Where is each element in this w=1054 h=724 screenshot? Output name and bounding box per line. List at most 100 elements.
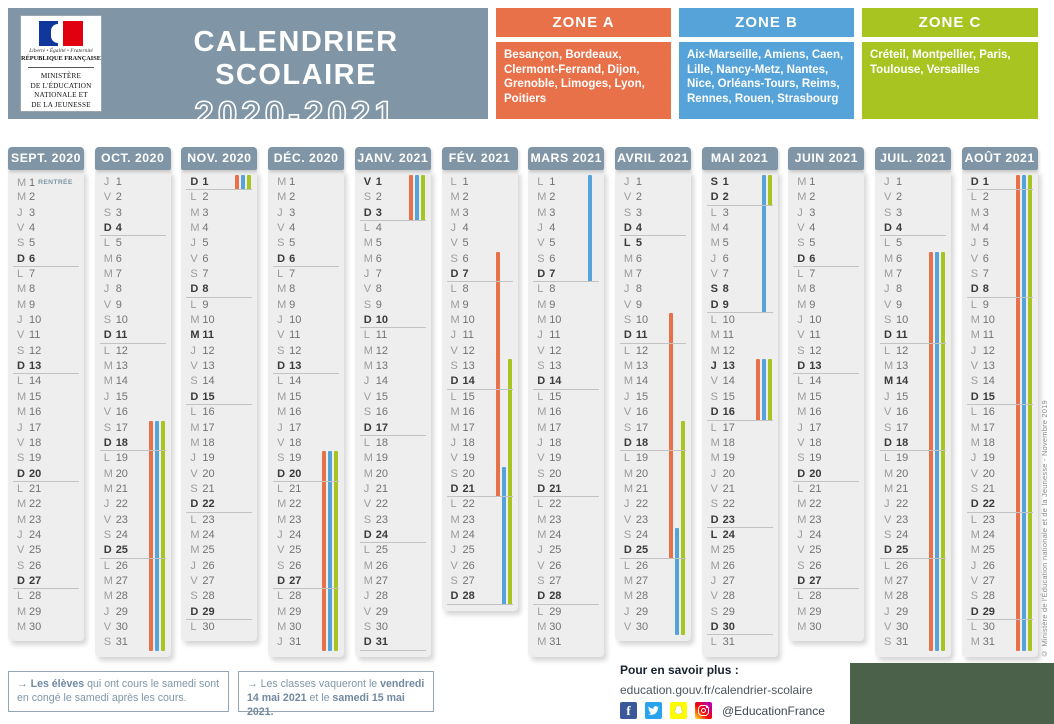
day-row: S 28 (967, 589, 1033, 604)
day-row: M 13 (620, 359, 686, 374)
day-number: 13 (722, 360, 735, 373)
day-letter: M (450, 528, 460, 541)
day-row: D 17 (359, 421, 426, 436)
day-row: S 26 (273, 559, 339, 574)
day-number: 28 (982, 590, 995, 603)
day-letter: D (970, 283, 979, 296)
day-letter: S (970, 268, 979, 281)
day-letter: V (537, 237, 545, 250)
holiday-bar-zone-b (588, 175, 593, 283)
day-letter: L (710, 421, 717, 434)
day-row: V 23 (880, 513, 946, 528)
day-row: D 14 (446, 374, 513, 390)
day-number: 17 (896, 421, 909, 434)
day-number: 6 (549, 252, 556, 265)
month-header: JUIN 2021 (788, 147, 865, 170)
day-letter: S (884, 421, 892, 434)
day-row: S 17 (880, 421, 946, 436)
day-letter: V (537, 344, 545, 357)
day-letter: J (623, 176, 630, 188)
day-row: M 20 (360, 467, 426, 482)
month-header: DÉC. 2020 (268, 147, 345, 170)
day-number: 21 (462, 482, 475, 495)
day-row: S 22 (707, 497, 773, 512)
day-row: L 28 (13, 589, 79, 604)
day-number: 9 (549, 298, 556, 311)
day-row: J 12 (186, 344, 252, 359)
day-row: M 20 (880, 467, 946, 482)
day-letter: J (970, 559, 977, 572)
day-number: 18 (375, 436, 389, 449)
day-number: 9 (635, 298, 643, 311)
day-letter: V (623, 191, 632, 204)
day-letter: S (17, 237, 25, 250)
day-letter: J (450, 222, 457, 235)
day-letter: M (970, 636, 980, 649)
day-letter: V (277, 544, 285, 557)
day-number: 20 (375, 467, 389, 480)
day-row: V 26 (533, 559, 599, 574)
day-number: 1 (896, 176, 903, 188)
day-number: 29 (982, 605, 995, 618)
day-number: 19 (896, 452, 909, 465)
day-number: 6 (809, 252, 816, 265)
day-row: L 26 (100, 559, 166, 574)
day-row: J 21 (360, 482, 426, 497)
day-row: V 16 (880, 405, 946, 420)
day-row: S 27 (447, 574, 513, 589)
day-letter: M (710, 344, 720, 357)
day-letter: M (970, 206, 980, 219)
day-row: L 19 (100, 451, 166, 466)
day-number: 17 (289, 421, 302, 434)
day-letter: V (797, 222, 805, 235)
day-row: S 12 (793, 344, 859, 359)
day-row: V 15 (360, 390, 426, 405)
day-letter: D (537, 482, 546, 495)
day-letter: D (884, 544, 892, 557)
day-letter: V (17, 222, 25, 235)
day-letter: J (970, 344, 977, 357)
day-number: 21 (722, 482, 735, 495)
day-letter: S (363, 191, 372, 204)
day-row: D 23 (706, 513, 773, 528)
day-number: 20 (982, 467, 995, 480)
day-letter: J (363, 590, 370, 603)
day-letter: J (190, 237, 196, 250)
day-letter: D (710, 620, 719, 633)
day-number: 2 (375, 191, 382, 204)
day-number: 19 (982, 452, 995, 465)
day-row: S 10 (620, 313, 686, 328)
day-letter: J (190, 559, 196, 572)
day-letter: V (710, 375, 718, 388)
holiday-bar-zone-a (755, 359, 760, 421)
day-number: 17 (549, 421, 562, 434)
day-number: 27 (809, 574, 822, 587)
day-letter: M (797, 620, 807, 633)
day-letter: V (623, 513, 632, 526)
day-row: J 26 (186, 559, 252, 574)
day-number: 13 (462, 360, 475, 373)
day-number: 16 (982, 406, 995, 419)
day-row: M 14 (100, 374, 166, 389)
day-number: 24 (982, 528, 995, 541)
day-letter: M (103, 268, 113, 281)
day-letter: S (623, 528, 632, 541)
day-row: M 28 (620, 589, 686, 604)
day-letter: S (17, 559, 25, 572)
day-letter: S (537, 467, 545, 480)
day-number: 30 (809, 620, 822, 633)
day-letter: V (970, 467, 979, 480)
day-number: 9 (375, 298, 382, 311)
day-letter: M (17, 390, 27, 403)
day-number: 30 (115, 620, 128, 633)
facebook-icon: f (620, 702, 637, 719)
day-letter: D (190, 605, 199, 618)
